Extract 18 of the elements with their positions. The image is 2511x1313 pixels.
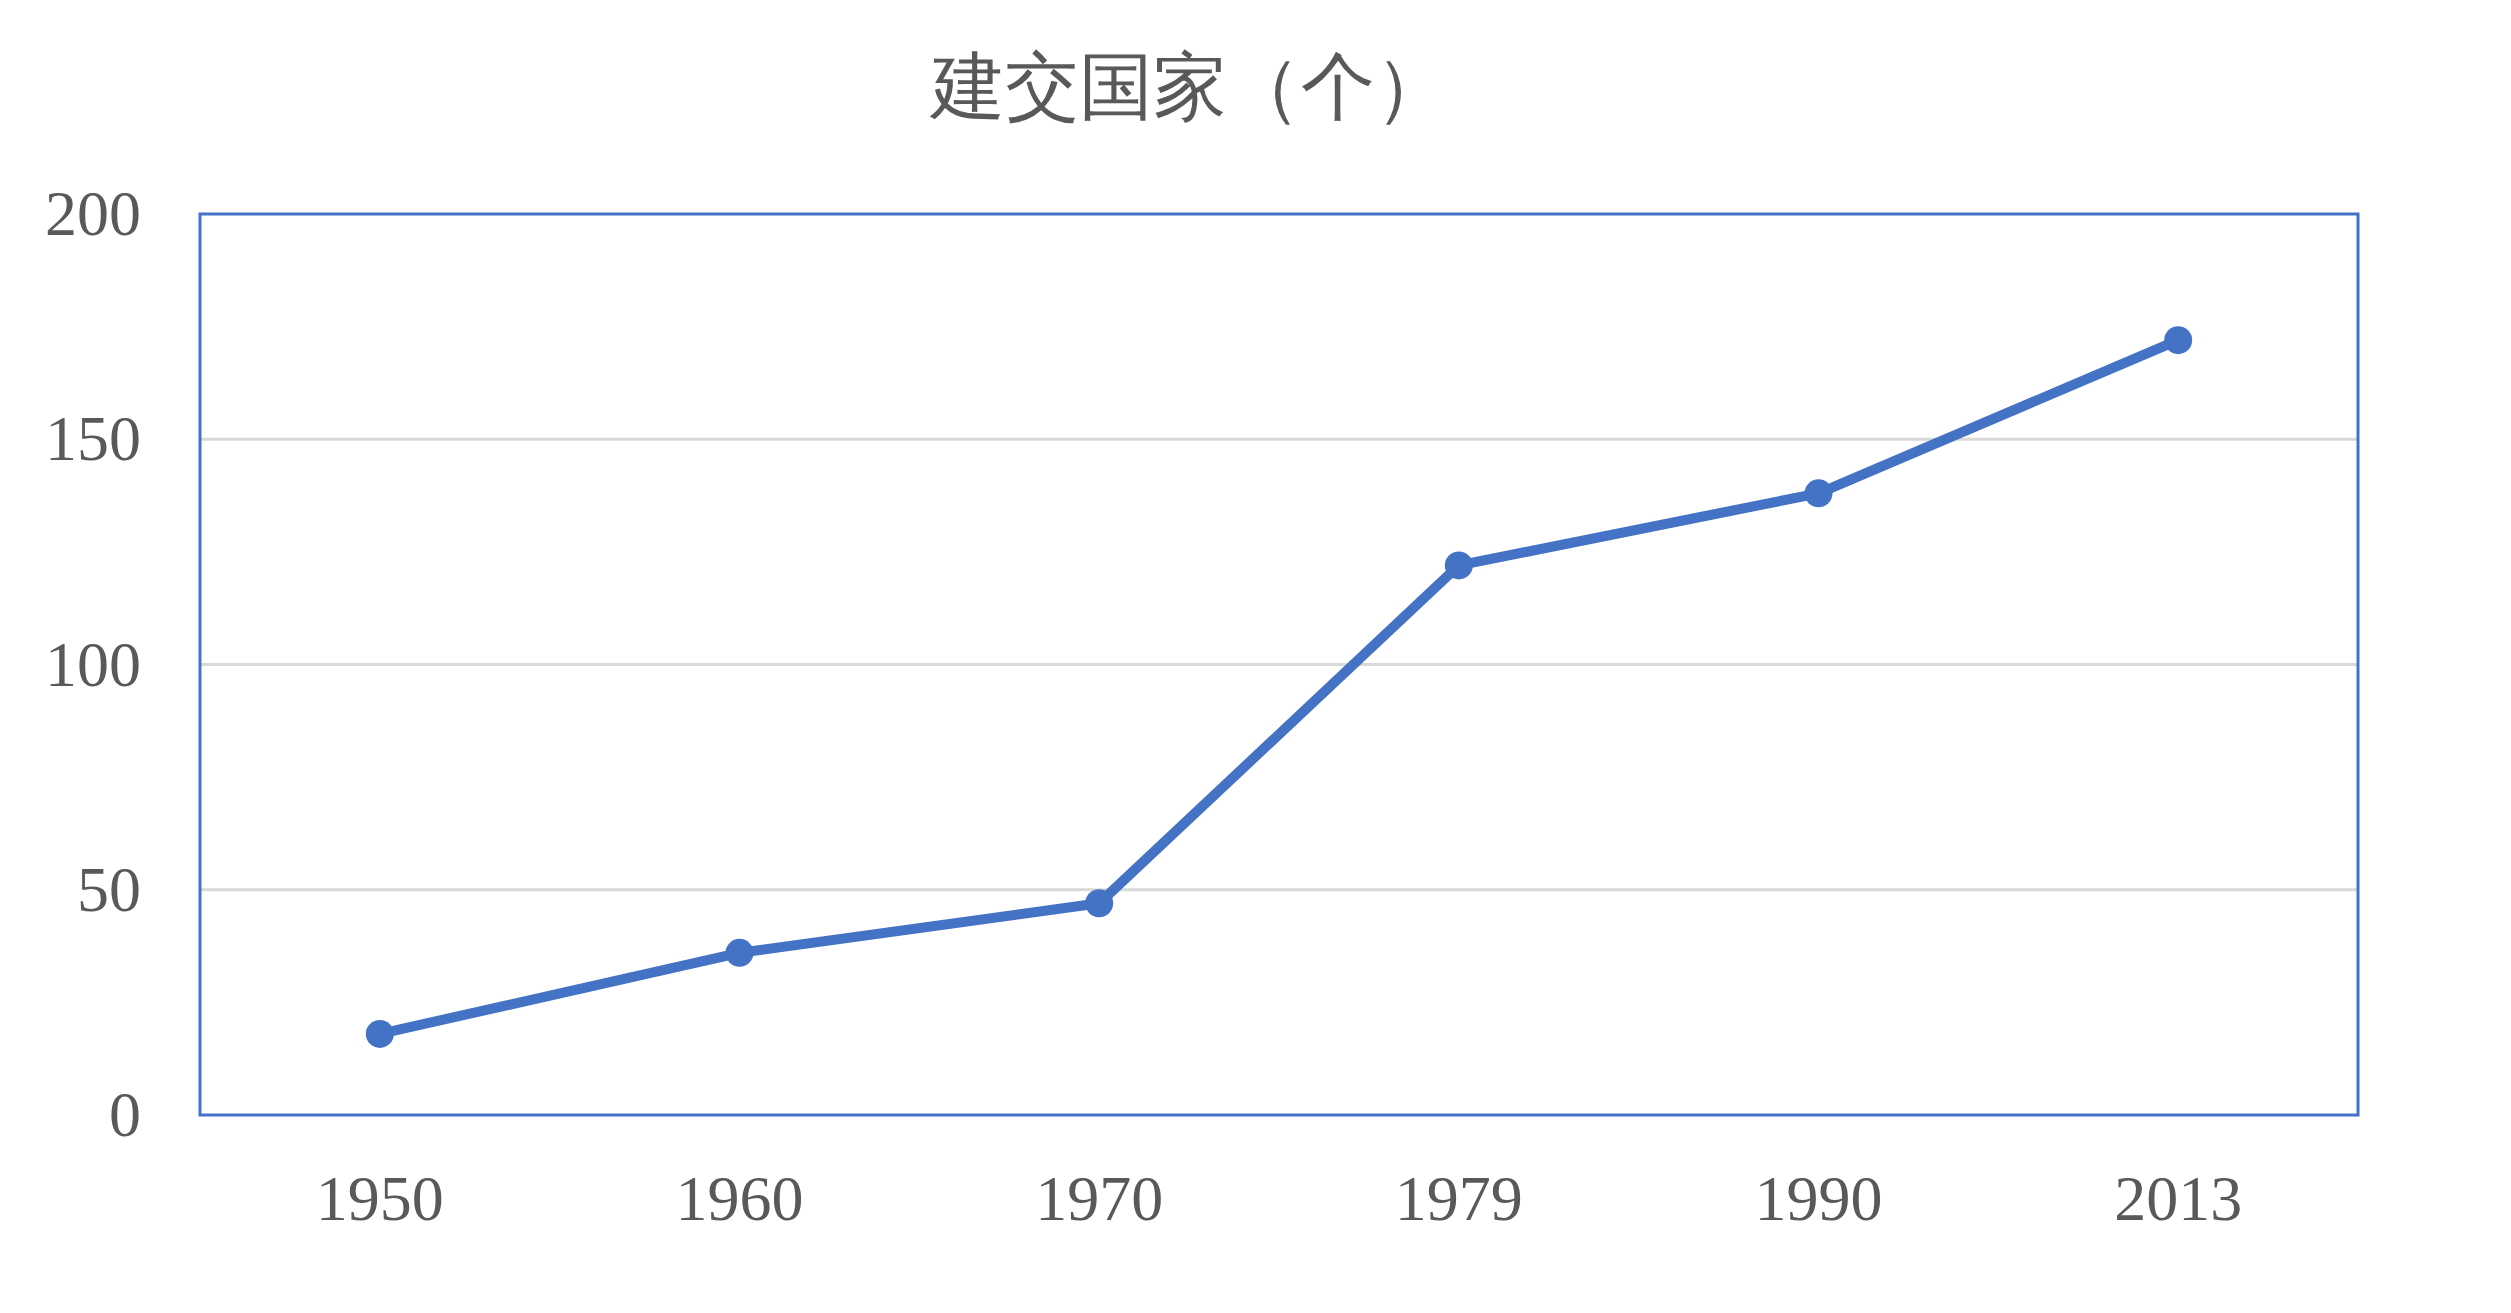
point <box>725 938 754 967</box>
x-tick-label: 2013 <box>2114 1163 2243 1234</box>
x-tick-label: 1979 <box>1394 1163 1523 1234</box>
point <box>1085 889 1114 918</box>
x-tick-label: 1960 <box>675 1163 804 1234</box>
chart-title: 建交国家（个） <box>929 43 1449 129</box>
y-tick-label: 200 <box>45 178 141 250</box>
y-tick-label: 0 <box>109 1079 141 1151</box>
point <box>1804 479 1833 508</box>
x-tick-label: 1970 <box>1035 1163 1164 1234</box>
x-tick-label: 1990 <box>1754 1163 1883 1234</box>
y-tick-label: 100 <box>45 628 141 700</box>
y-tick-label: 150 <box>45 403 141 475</box>
y-tick-label: 50 <box>77 853 141 925</box>
x-tick-label: 1950 <box>315 1163 444 1234</box>
point <box>365 1019 394 1048</box>
point <box>2164 326 2193 355</box>
point <box>1444 551 1473 580</box>
